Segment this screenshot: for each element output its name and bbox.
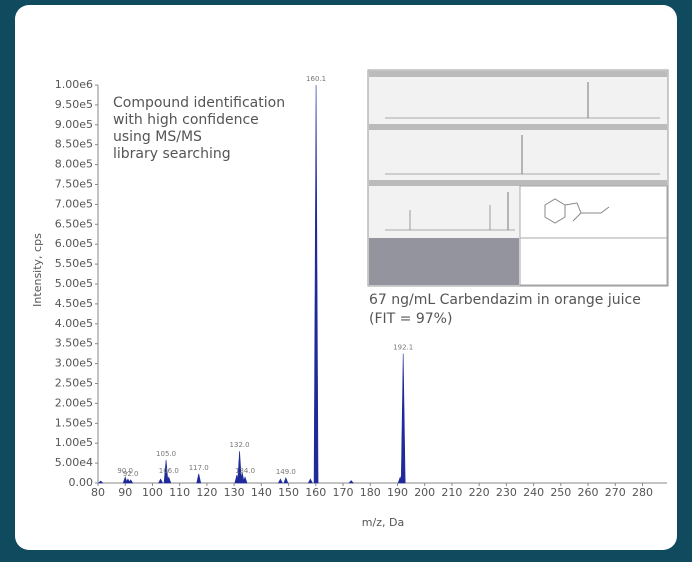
peak — [97, 480, 104, 484]
peak — [239, 472, 245, 484]
x-tick-label: 250 — [550, 486, 571, 499]
y-tick-label: 8.00e5 — [55, 158, 93, 171]
y-tick-label: 5.00e5 — [55, 277, 93, 290]
y-tick-label: 5.00e4 — [55, 456, 93, 469]
y-tick-label: 7.00e5 — [55, 197, 93, 210]
x-tick-label: 240 — [523, 486, 544, 499]
y-axis-label: Intensity, cps — [31, 233, 44, 307]
x-tick-label: 260 — [578, 486, 599, 499]
peak-label: 192.1 — [393, 344, 413, 352]
annotation: using MS/MS — [113, 129, 202, 145]
inset-caption: 67 ng/mL Carbendazim in orange juice — [369, 292, 641, 308]
y-tick-label: 2.00e5 — [55, 396, 93, 409]
x-tick-label: 270 — [605, 486, 626, 499]
peak — [277, 478, 283, 484]
y-tick-label: 1.50e5 — [55, 416, 93, 429]
x-tick-label: 90 — [118, 486, 132, 499]
peak-label: 106.0 — [159, 467, 179, 475]
peak-label: 90.0 — [117, 467, 133, 475]
peak — [313, 84, 319, 484]
annotation: with high confidence — [113, 112, 259, 128]
x-tick-label: 140 — [251, 486, 272, 499]
peak — [163, 459, 169, 484]
peak — [158, 478, 164, 484]
y-tick-label: 1.00e5 — [55, 436, 93, 449]
x-tick-label: 200 — [414, 486, 435, 499]
peak — [237, 451, 242, 484]
y-tick-label: 9.00e5 — [55, 118, 93, 131]
y-tick-label: 2.50e5 — [55, 377, 93, 390]
y-tick-label: 1.00e6 — [55, 78, 93, 91]
peak-label: 149.0 — [276, 468, 296, 476]
x-tick-label: 100 — [142, 486, 163, 499]
y-tick-label: 5.50e5 — [55, 257, 93, 270]
peak — [348, 480, 354, 484]
inset-screenshot — [367, 69, 669, 287]
y-tick-label: 3.50e5 — [55, 337, 93, 350]
x-tick-label: 210 — [441, 486, 462, 499]
y-tick-label: 6.50e5 — [55, 217, 93, 230]
y-tick-label: 4.50e5 — [55, 297, 93, 310]
x-tick-label: 130 — [224, 486, 245, 499]
peak-label: 160.1 — [306, 75, 326, 83]
y-tick-label: 0.00 — [69, 476, 94, 489]
y-tick-label: 8.50e5 — [55, 138, 93, 151]
y-tick-label: 7.50e5 — [55, 178, 93, 191]
x-tick-label: 280 — [632, 486, 653, 499]
x-tick-label: 80 — [91, 486, 105, 499]
peak — [283, 476, 289, 484]
peak — [196, 473, 202, 484]
x-tick-label: 110 — [169, 486, 190, 499]
peak — [166, 476, 172, 484]
peak — [242, 476, 248, 484]
y-tick-label: 6.00e5 — [55, 237, 93, 250]
peak-label: 92.0 — [123, 470, 139, 478]
annotation: Compound identification — [113, 95, 285, 111]
annotation: library searching — [113, 146, 231, 162]
y-tick-label: 9.50e5 — [55, 98, 93, 111]
x-tick-label: 120 — [196, 486, 217, 499]
x-tick-label: 180 — [360, 486, 381, 499]
peak-label: 117.0 — [189, 464, 209, 472]
peak — [400, 353, 406, 484]
x-tick-label: 170 — [333, 486, 354, 499]
x-tick-label: 150 — [278, 486, 299, 499]
x-tick-label: 230 — [496, 486, 517, 499]
inset-caption: (FIT = 97%) — [369, 311, 452, 327]
x-tick-label: 190 — [387, 486, 408, 499]
peak-label: 105.0 — [156, 450, 176, 458]
x-tick-label: 220 — [469, 486, 490, 499]
y-tick-label: 4.00e5 — [55, 317, 93, 330]
peak — [122, 476, 128, 484]
x-axis-label: m/z, Da — [362, 516, 404, 529]
peak-label: 134.0 — [235, 467, 255, 475]
peak — [307, 478, 313, 484]
x-tick-label: 160 — [305, 486, 326, 499]
peak-label: 132.0 — [230, 441, 250, 449]
peak — [128, 479, 134, 484]
y-tick-label: 3.00e5 — [55, 357, 93, 370]
